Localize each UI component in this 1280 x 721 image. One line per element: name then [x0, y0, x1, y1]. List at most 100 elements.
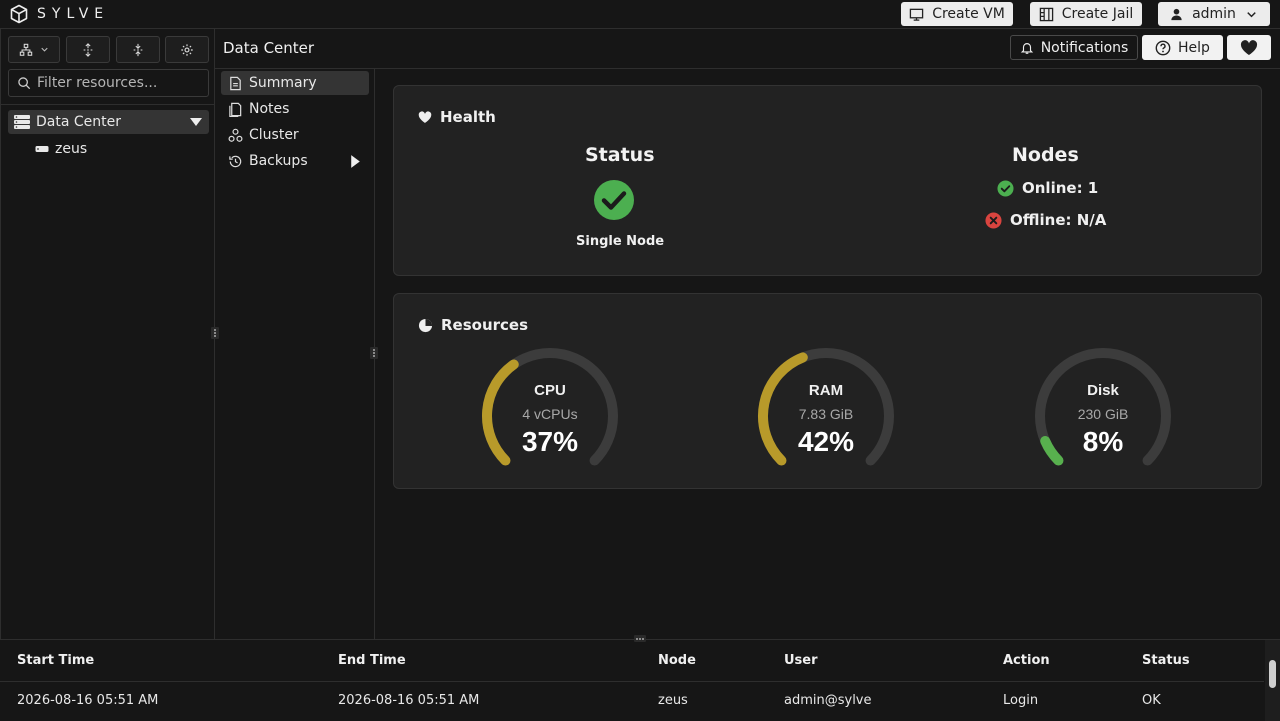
column-header[interactable]: Node [658, 653, 696, 668]
user-name: admin [1192, 6, 1236, 22]
nodes-online: Online: 1 [997, 179, 1098, 197]
resources-title: Resources [418, 316, 528, 334]
filter-resources[interactable] [8, 69, 209, 97]
table-resize-handle[interactable] [634, 635, 646, 642]
collapse-icon [133, 43, 143, 56]
nav-resize-handle[interactable] [370, 347, 378, 359]
resources-card: Resources CPU 4 vCPUs 37% RAM 7.83 GiB 4… [393, 293, 1262, 489]
expand-all-button[interactable] [66, 36, 110, 63]
page-title: Data Center [223, 39, 315, 57]
gauge-detail: 4 vCPUs [522, 406, 578, 422]
create-vm-label: Create VM [932, 6, 1005, 22]
user-icon [1171, 8, 1182, 20]
scrollbar-thumb[interactable] [1269, 660, 1276, 688]
gauge-percent: 42% [797, 426, 855, 457]
disk-gauge: Disk 230 GiB 8% [1033, 346, 1183, 476]
sidebar-resize-handle[interactable] [211, 327, 219, 339]
create-jail-button[interactable]: Create Jail [1030, 2, 1142, 26]
cpu-gauge: CPU 4 vCPUs 37% [480, 346, 630, 476]
tree-item-data-center[interactable]: Data Center [8, 110, 209, 134]
nav-item-label: Notes [249, 101, 290, 117]
document-icon [230, 76, 241, 90]
nav-item-summary[interactable]: Summary [221, 71, 369, 95]
content-header: Data Center Notifications Help [215, 29, 1280, 69]
nav-item-backups[interactable]: Backups [221, 149, 369, 173]
tree-view-button[interactable] [8, 36, 60, 63]
cell-status: OK [1142, 693, 1161, 708]
cell-end-time: 2026-08-16 05:51 AM [338, 693, 480, 708]
app-logo[interactable]: SYLVE [9, 4, 109, 24]
gauge-fill [758, 352, 808, 466]
caret-down-icon[interactable] [189, 117, 203, 127]
check-circle-icon [594, 180, 634, 220]
check-circle-icon [997, 179, 1014, 197]
column-header[interactable]: End Time [338, 653, 406, 668]
nodes-heading: Nodes [1012, 144, 1079, 166]
nav-item-notes[interactable]: Notes [221, 97, 369, 121]
settings-button[interactable] [165, 36, 209, 63]
hierarchy-icon [19, 43, 32, 56]
nodes-online-label: Online: 1 [1022, 179, 1099, 197]
cube-icon [10, 4, 28, 24]
gauge-detail: 7.83 GiB [798, 406, 854, 422]
caret-right-icon [351, 155, 360, 168]
notifications-button[interactable]: Notifications [1010, 35, 1138, 60]
resources-title-label: Resources [441, 316, 529, 334]
history-icon [229, 155, 242, 167]
create-vm-button[interactable]: Create VM [901, 2, 1013, 26]
search-icon [18, 77, 31, 90]
collapse-all-button[interactable] [116, 36, 160, 63]
gauge-percent: 8% [1082, 426, 1124, 457]
create-jail-label: Create Jail [1061, 6, 1134, 22]
cell-user: admin@sylve [784, 693, 872, 708]
heart-icon [418, 110, 432, 123]
heart-icon [1240, 39, 1258, 55]
column-header[interactable]: Status [1142, 653, 1190, 668]
gauge-percent: 37% [521, 426, 579, 457]
cluster-icon [228, 128, 243, 142]
nav-item-label: Cluster [249, 127, 299, 143]
chevron-down-icon [1247, 11, 1256, 17]
user-menu-button[interactable]: admin [1158, 2, 1270, 26]
gauge-name: RAM [808, 382, 844, 399]
x-circle-icon [985, 211, 1002, 229]
ram-gauge: RAM 7.83 GiB 42% [756, 346, 906, 476]
cell-start-time: 2026-08-16 05:51 AM [17, 693, 159, 708]
gear-icon [181, 43, 193, 56]
nav-item-label: Summary [249, 75, 317, 91]
expand-icon [83, 42, 93, 57]
column-header[interactable]: Action [1003, 653, 1050, 668]
notifications-label: Notifications [1040, 39, 1129, 56]
gauge-ring [1035, 348, 1171, 466]
section-nav: Summary Notes Cluster Backups [215, 69, 378, 639]
tree-item-zeus[interactable]: zeus [35, 141, 87, 157]
filter-resources-input[interactable] [37, 75, 207, 91]
nodes-offline: Offline: N/A [985, 211, 1106, 229]
health-card: Health Status Single Node Nodes Online: … [393, 85, 1262, 276]
top-bar: SYLVE Create VM Create Jail admin [0, 0, 1280, 29]
gauge-detail: 230 GiB [1077, 406, 1129, 422]
cell-action: Login [1003, 693, 1039, 708]
gauge-fill [1040, 436, 1064, 466]
jail-icon [1039, 7, 1054, 21]
help-button[interactable]: Help [1142, 35, 1223, 60]
gauge-name: Disk [1087, 382, 1119, 399]
gauge-ring [482, 348, 618, 466]
table-scrollbar[interactable] [1265, 640, 1280, 721]
column-header[interactable]: Start Time [17, 653, 95, 668]
divider [1, 104, 215, 105]
resource-sidebar: Data Center zeus [0, 29, 219, 639]
gauge-fill [482, 359, 519, 466]
notes-icon [229, 102, 242, 117]
tree-item-label: zeus [55, 141, 88, 157]
audit-log-table: Start Time End Time Node User Action Sta… [0, 635, 1280, 721]
divider [0, 681, 1264, 682]
health-title: Health [418, 108, 496, 126]
donate-button[interactable] [1227, 35, 1271, 60]
help-label: Help [1178, 39, 1210, 56]
cell-node: zeus [658, 693, 688, 708]
server-rack-icon [14, 115, 30, 129]
column-header[interactable]: User [784, 653, 818, 668]
nav-item-cluster[interactable]: Cluster [221, 123, 369, 147]
monitor-icon [909, 8, 924, 21]
